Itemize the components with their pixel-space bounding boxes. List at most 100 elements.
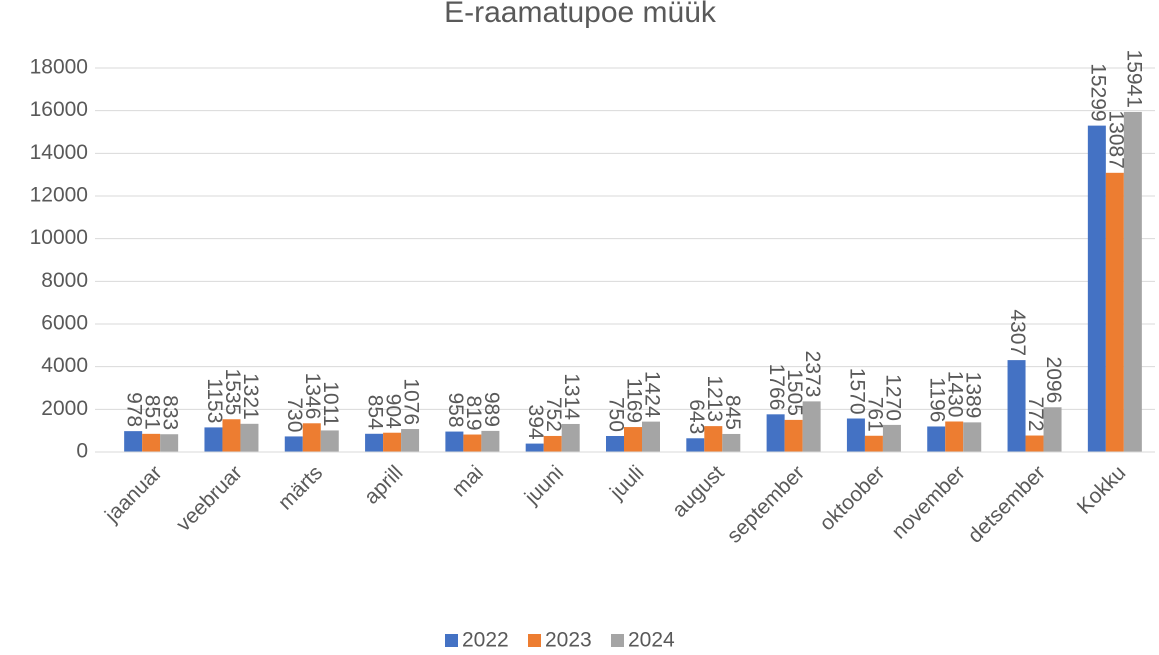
bar [1105, 172, 1124, 452]
data-label: 978 [123, 392, 146, 427]
legend-label: 2024 [628, 629, 675, 652]
bar [284, 436, 303, 452]
data-label: 1389 [962, 372, 985, 419]
bar [624, 427, 642, 452]
bar [561, 423, 580, 452]
y-tick-label: 6000 [41, 312, 88, 335]
bar [784, 419, 803, 452]
data-label: 1505 [783, 369, 806, 416]
data-label: 2096 [1042, 357, 1065, 404]
y-tick-label: 16000 [30, 98, 88, 121]
data-label: 1213 [703, 375, 726, 422]
data-label: 819 [462, 395, 485, 430]
y-tick-label: 4000 [41, 354, 88, 377]
bar [864, 435, 883, 452]
data-label: 904 [382, 394, 405, 429]
data-label: 13087 [1104, 110, 1127, 168]
legend-label: 2022 [462, 629, 509, 652]
data-label: 1076 [400, 378, 423, 425]
x-tick-label: oktoober [815, 461, 889, 535]
bar [401, 429, 420, 452]
data-label: 1430 [944, 371, 967, 418]
data-label: 1321 [239, 373, 262, 420]
data-label: 1270 [881, 374, 904, 421]
data-label: 1766 [765, 364, 788, 411]
data-label: 851 [141, 395, 164, 430]
y-tick-label: 14000 [30, 141, 88, 164]
data-label: 1535 [221, 369, 244, 416]
data-label: 15299 [1086, 63, 1109, 121]
data-label: 1169 [622, 378, 645, 423]
bar [704, 426, 723, 452]
bar [445, 431, 464, 452]
data-label: 833 [159, 395, 182, 430]
x-tick-label: veebruar [172, 461, 247, 536]
bar [1007, 360, 1026, 452]
x-tick-label: juuli [605, 461, 648, 504]
x-tick-label: august [668, 461, 729, 522]
data-label: 989 [480, 392, 503, 427]
data-label: 2373 [801, 351, 824, 398]
x-tick-label: detsember [964, 461, 1050, 547]
bar [686, 438, 705, 452]
x-tick-label: juuni [520, 461, 568, 509]
bar [124, 431, 143, 452]
x-tick-label: märts [274, 461, 327, 514]
data-label: 1196 [926, 377, 949, 422]
y-tick-label: 0 [76, 440, 88, 463]
data-label: 1346 [301, 373, 324, 420]
data-label: 4307 [1006, 309, 1029, 356]
data-label: 752 [542, 397, 565, 432]
data-label: 15941 [1122, 50, 1145, 108]
x-tick-label: september [723, 461, 809, 547]
y-tick-label: 12000 [30, 184, 88, 207]
bar [1025, 435, 1044, 452]
y-tick-label: 2000 [41, 397, 88, 420]
legend-swatch [611, 634, 624, 647]
data-label: 394 [524, 405, 547, 440]
bar [525, 443, 544, 452]
data-label: 1570 [845, 368, 868, 415]
bar [1087, 125, 1106, 452]
x-tick-label: mai [448, 461, 488, 501]
bar [642, 421, 660, 452]
data-label: 761 [863, 397, 886, 432]
data-label: 1314 [560, 373, 583, 420]
bar [722, 433, 741, 452]
bar [383, 432, 402, 452]
x-tick-label: jaanuar [100, 461, 167, 528]
bar [365, 433, 384, 452]
legend-swatch [528, 634, 541, 647]
chart-title: E-raamatupoe müük [444, 0, 717, 29]
x-tick-label: Kokku [1073, 461, 1131, 519]
bar [481, 430, 500, 452]
bar [766, 414, 785, 452]
bar [320, 430, 339, 452]
x-tick-label: november [887, 461, 969, 543]
bar [142, 433, 161, 452]
y-tick-label: 18000 [30, 56, 88, 79]
legend-label: 2023 [545, 629, 592, 652]
data-label: 1424 [640, 371, 663, 418]
bar [204, 427, 223, 452]
bar [963, 422, 982, 452]
data-label: 958 [444, 393, 467, 428]
bar [160, 434, 179, 452]
data-label: 1153 [203, 378, 226, 423]
y-tick-label: 8000 [41, 269, 88, 292]
bar [606, 436, 624, 452]
data-label: 643 [685, 399, 708, 434]
bar [1043, 407, 1062, 452]
data-label: 845 [721, 395, 744, 430]
data-label: 772 [1024, 396, 1047, 431]
data-label: 854 [364, 395, 387, 430]
legend-swatch [445, 634, 458, 647]
bar [1123, 111, 1142, 453]
bar [543, 435, 562, 452]
data-label: 1011 [319, 381, 342, 426]
bar [222, 419, 241, 452]
bar [463, 434, 482, 452]
bar [945, 421, 964, 452]
x-tick-label: aprill [360, 461, 408, 509]
